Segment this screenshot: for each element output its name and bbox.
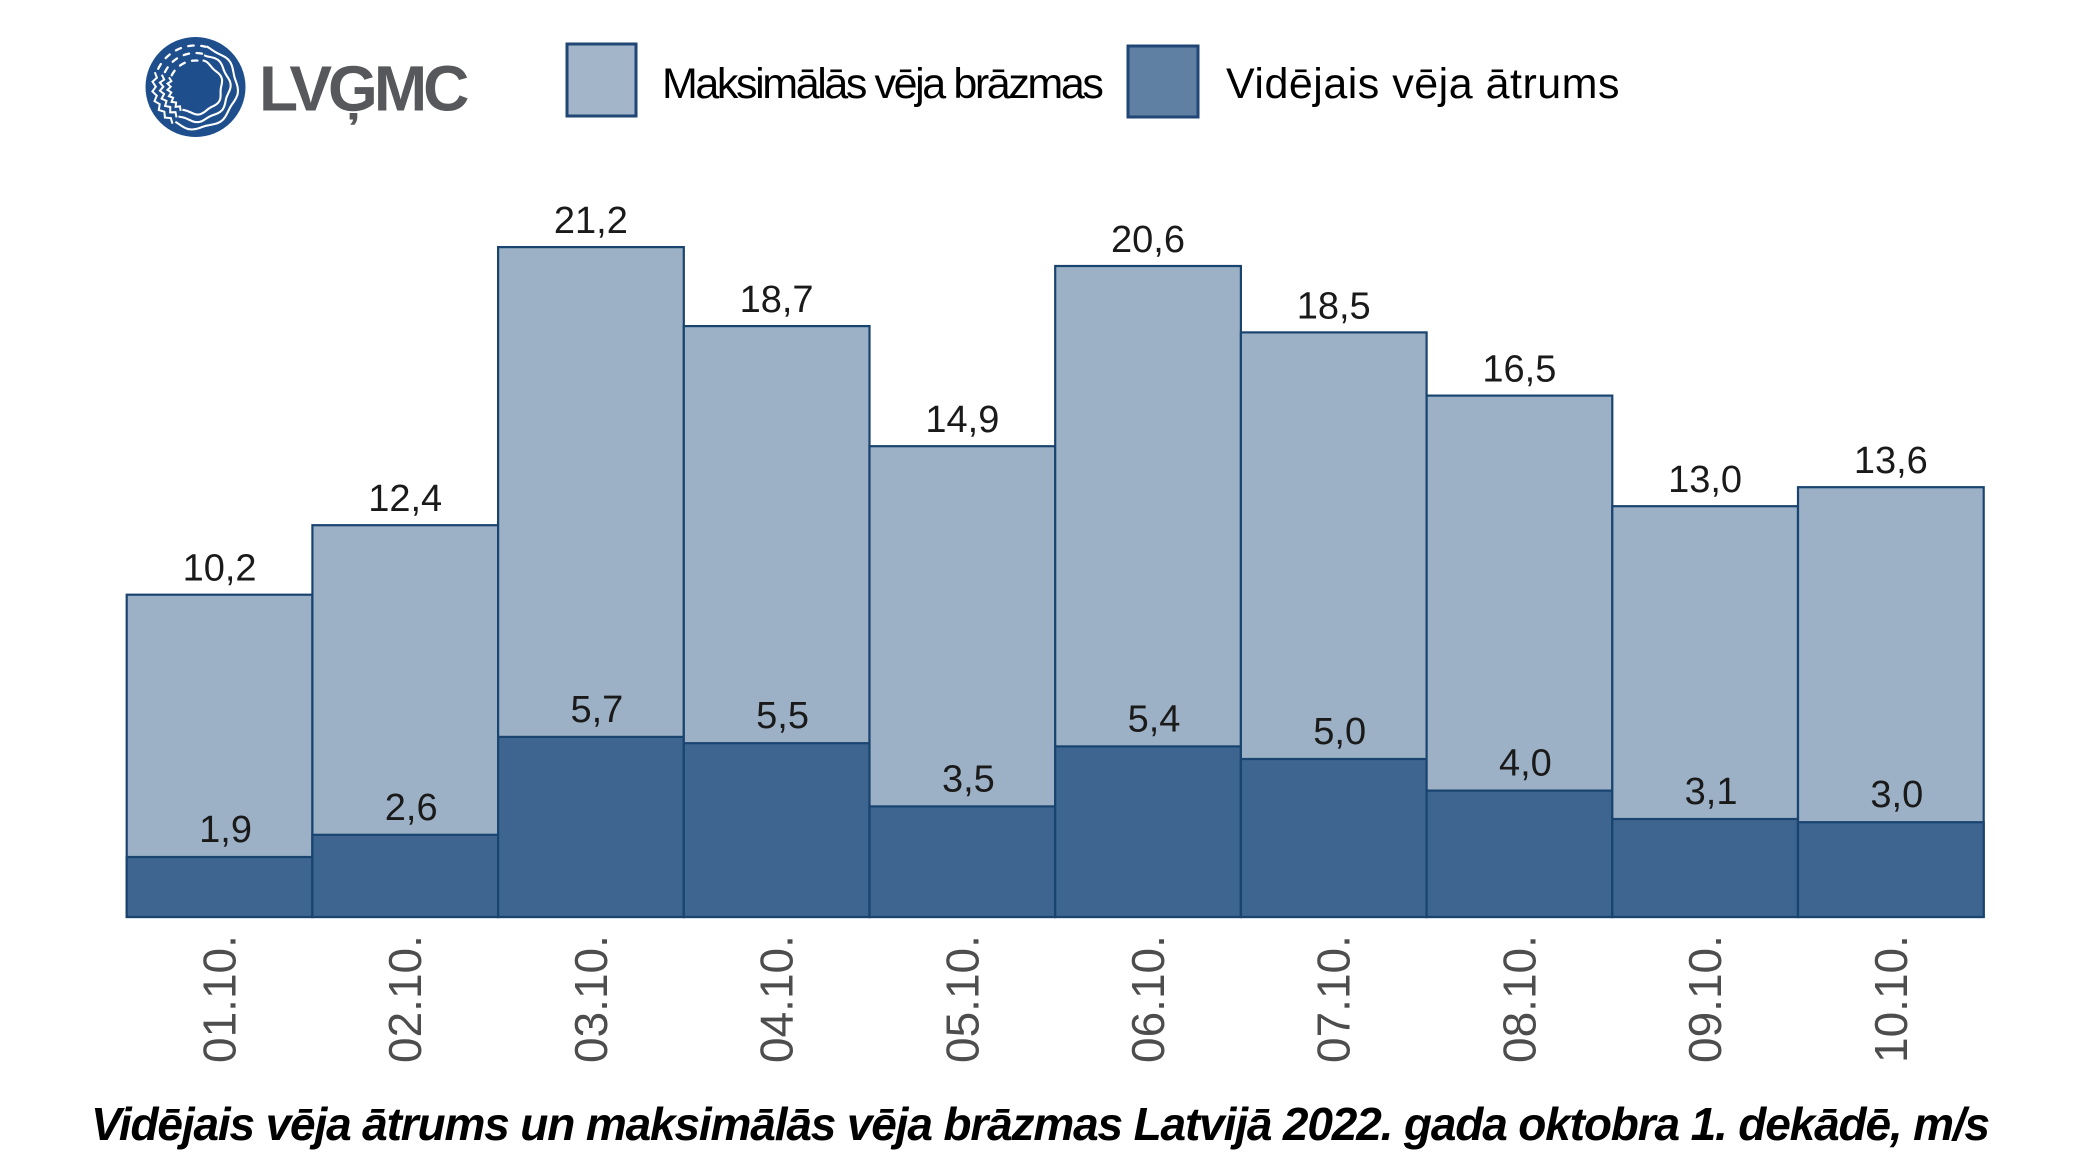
svg-text:16,5: 16,5 <box>1482 349 1556 391</box>
svg-text:5,4: 5,4 <box>1128 698 1181 740</box>
svg-text:09.10.: 09.10. <box>1679 935 1731 1063</box>
svg-text:05.10.: 05.10. <box>936 935 988 1063</box>
svg-text:10,2: 10,2 <box>183 548 257 590</box>
svg-text:13,0: 13,0 <box>1668 459 1742 501</box>
svg-text:03.10.: 03.10. <box>565 935 617 1063</box>
svg-text:4,0: 4,0 <box>1499 743 1552 785</box>
svg-text:08.10.: 08.10. <box>1493 935 1545 1063</box>
svg-text:1,9: 1,9 <box>199 809 252 851</box>
svg-text:18,5: 18,5 <box>1297 285 1371 327</box>
svg-text:18,7: 18,7 <box>740 279 814 321</box>
svg-text:10.10.: 10.10. <box>1865 935 1917 1063</box>
svg-text:07.10.: 07.10. <box>1308 935 1360 1063</box>
svg-text:04.10.: 04.10. <box>751 935 803 1063</box>
svg-text:01.10.: 01.10. <box>194 935 246 1063</box>
svg-text:3,5: 3,5 <box>942 758 995 800</box>
svg-text:12,4: 12,4 <box>368 478 442 520</box>
svg-text:14,9: 14,9 <box>925 399 999 441</box>
svg-text:20,6: 20,6 <box>1111 219 1185 261</box>
svg-text:3,1: 3,1 <box>1685 771 1738 813</box>
svg-text:02.10.: 02.10. <box>379 935 431 1063</box>
svg-text:5,5: 5,5 <box>756 695 809 737</box>
svg-text:3,0: 3,0 <box>1870 774 1923 816</box>
svg-text:21,2: 21,2 <box>554 200 628 242</box>
svg-text:Vidējais vēja ātrums: Vidējais vēja ātrums <box>1226 60 1620 108</box>
svg-text:5,0: 5,0 <box>1313 711 1366 753</box>
svg-text:5,7: 5,7 <box>570 689 623 731</box>
svg-text:Vidējais vēja ātrums un maksim: Vidējais vēja ātrums un maksimālās vēja … <box>91 1098 1989 1150</box>
svg-text:LVĢMC: LVĢMC <box>259 53 468 126</box>
svg-text:13,6: 13,6 <box>1854 440 1928 482</box>
svg-text:06.10.: 06.10. <box>1122 935 1174 1063</box>
svg-text:2,6: 2,6 <box>385 787 438 829</box>
svg-text:Maksimālās vēja brāzmas: Maksimālās vēja brāzmas <box>662 60 1102 108</box>
